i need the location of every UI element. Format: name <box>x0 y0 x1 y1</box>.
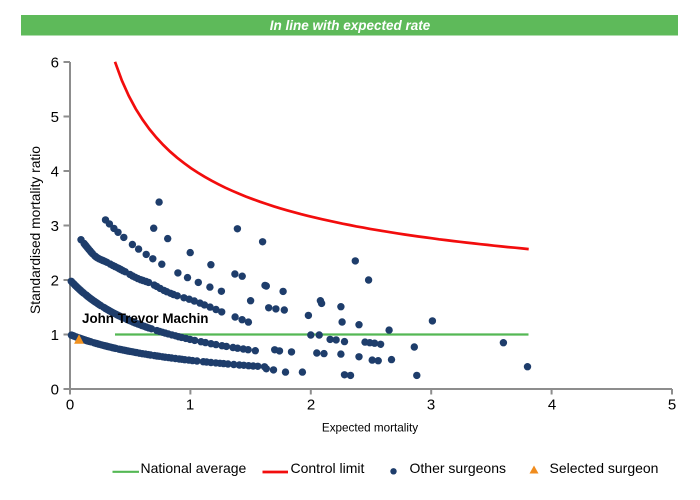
svg-text:Control limit: Control limit <box>291 460 365 476</box>
svg-text:6: 6 <box>51 55 59 72</box>
svg-text:1: 1 <box>186 397 194 414</box>
svg-text:In line with expected rate: In line with expected rate <box>270 18 431 33</box>
svg-text:3: 3 <box>427 397 435 414</box>
svg-text:0: 0 <box>66 397 74 414</box>
svg-text:Standardised mortality ratio: Standardised mortality ratio <box>28 146 43 314</box>
svg-text:1: 1 <box>51 327 59 344</box>
svg-text:4: 4 <box>548 397 556 414</box>
svg-text:4: 4 <box>51 164 59 181</box>
svg-text:2: 2 <box>307 397 315 414</box>
svg-text:John Trevor Machin: John Trevor Machin <box>82 311 209 326</box>
svg-text:Other surgeons: Other surgeons <box>410 460 507 476</box>
svg-text:Selected surgeon: Selected surgeon <box>550 460 659 476</box>
svg-text:5: 5 <box>668 397 676 414</box>
svg-text:2: 2 <box>51 273 59 290</box>
svg-text:Expected mortality: Expected mortality <box>322 422 418 435</box>
svg-text:3: 3 <box>51 218 59 235</box>
svg-text:National average: National average <box>141 460 247 476</box>
svg-text:0: 0 <box>51 382 59 399</box>
svg-text:5: 5 <box>51 109 59 126</box>
